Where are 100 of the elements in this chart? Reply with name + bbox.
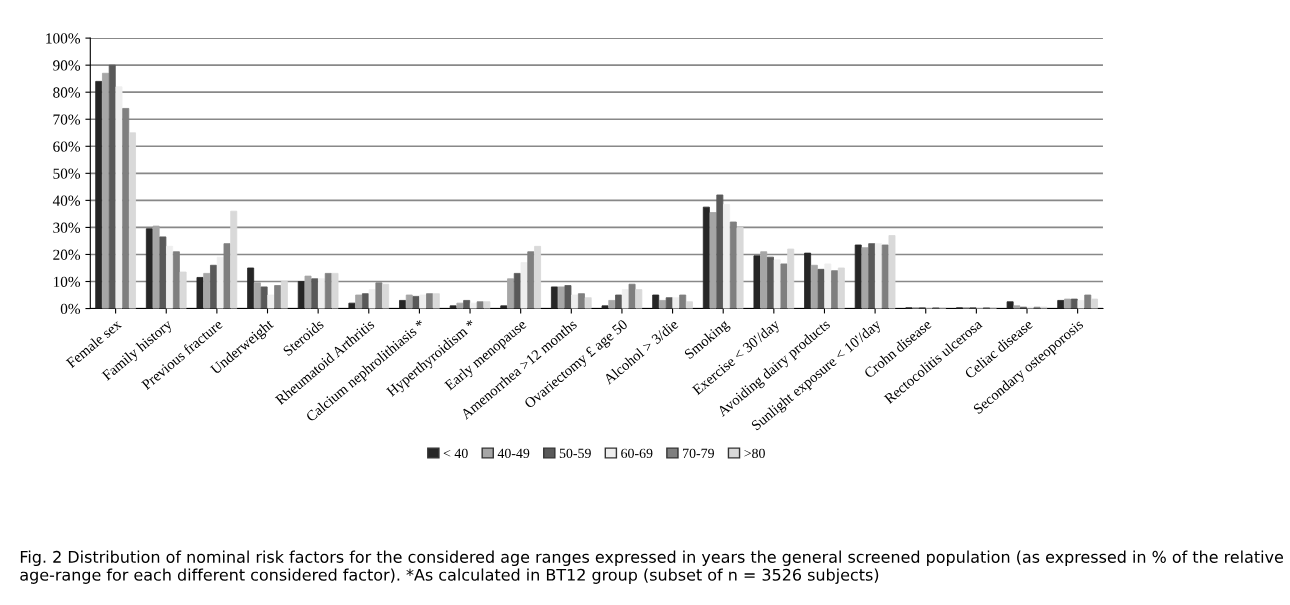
bar [230, 210, 238, 309]
y-tick-label: 60% [53, 141, 81, 152]
bar [723, 204, 731, 309]
bar [311, 278, 319, 309]
y-tick-label: 80% [53, 87, 81, 98]
bar [331, 272, 339, 309]
bar [520, 262, 528, 309]
bar [635, 289, 643, 309]
bar [405, 294, 413, 309]
bar [1057, 300, 1065, 309]
bar [399, 300, 406, 309]
bar [456, 302, 464, 309]
bar [628, 283, 636, 309]
bar [888, 235, 896, 309]
bar [152, 225, 160, 309]
bar [564, 285, 572, 309]
bar [804, 252, 812, 309]
bar [247, 267, 255, 309]
bar [179, 271, 187, 309]
bar [658, 300, 666, 309]
bar [534, 245, 542, 309]
bar [1077, 300, 1085, 309]
bar [824, 263, 832, 309]
bar [557, 286, 565, 309]
bar [780, 263, 788, 309]
bar [102, 72, 109, 309]
bar [868, 243, 876, 309]
bar [348, 302, 356, 309]
bar [861, 247, 869, 309]
bar [500, 305, 508, 309]
legend-label: 60-69 [621, 448, 653, 459]
bar [571, 294, 579, 309]
bar [1084, 294, 1092, 309]
bar [260, 286, 268, 309]
bar [196, 277, 204, 309]
bar [159, 236, 167, 309]
y-tick-label: 30% [53, 222, 81, 233]
bar [753, 255, 761, 309]
legend-label: 70-79 [683, 448, 714, 459]
bar [787, 248, 795, 309]
y-tick-label: 50% [53, 168, 81, 179]
bar [166, 245, 174, 309]
legend-label: 50-59 [559, 448, 591, 459]
legend-label: 40-49 [497, 448, 530, 459]
y-tick-label: 100% [46, 33, 81, 44]
y-tick-label: 40% [52, 195, 81, 206]
bar [426, 293, 433, 309]
caption: Fig. 2 Distribution of nominal risk factors for the considered age ranges expressed in years the general screened population (as expressed in % of the relative age-range for each different considered factor). *As calculated in BT12 group (subset of n = 3526 subjects) [20, 550, 1284, 584]
bar [736, 227, 744, 309]
y-tick-label: 0% [60, 303, 81, 315]
bar [767, 256, 774, 309]
bar [318, 278, 325, 309]
bar [382, 283, 390, 309]
bar [584, 297, 592, 309]
bar [355, 294, 363, 309]
bar [280, 281, 288, 309]
bar [679, 294, 687, 309]
bar [672, 297, 680, 309]
y-tick-label: 20% [53, 249, 81, 260]
bar [432, 293, 440, 309]
bar [368, 289, 376, 309]
bar [875, 243, 882, 309]
bar [419, 294, 427, 309]
bar [129, 132, 136, 309]
legend-label: >80 [744, 448, 765, 459]
bar [463, 300, 471, 309]
bar [476, 301, 484, 309]
bar [685, 301, 693, 309]
bar [831, 270, 839, 309]
bar [412, 295, 420, 309]
bar [274, 285, 282, 309]
bar [716, 194, 724, 309]
bar [115, 86, 123, 309]
bar [203, 272, 211, 309]
bar [1070, 298, 1078, 309]
bar [304, 275, 312, 309]
y-tick-label: 10% [53, 276, 81, 288]
bar [652, 294, 660, 309]
bar [267, 294, 275, 309]
bar [95, 80, 103, 309]
legend-label: < 40 [443, 448, 468, 459]
bar [1006, 301, 1014, 309]
bar [507, 278, 515, 309]
bar [709, 212, 717, 309]
y-tick-label: 70% [53, 114, 81, 125]
bar [483, 301, 491, 309]
bar [469, 302, 477, 309]
bar [449, 305, 457, 309]
bar [615, 294, 623, 309]
bar [1013, 305, 1021, 309]
bar [210, 264, 217, 309]
bar [601, 305, 609, 309]
bar [608, 300, 616, 309]
bar [577, 293, 585, 309]
bar [1091, 298, 1098, 309]
bar [817, 268, 825, 309]
y-tick-label: 90% [53, 60, 81, 71]
bar [837, 267, 845, 309]
bar [1064, 298, 1071, 309]
bar [760, 251, 768, 309]
